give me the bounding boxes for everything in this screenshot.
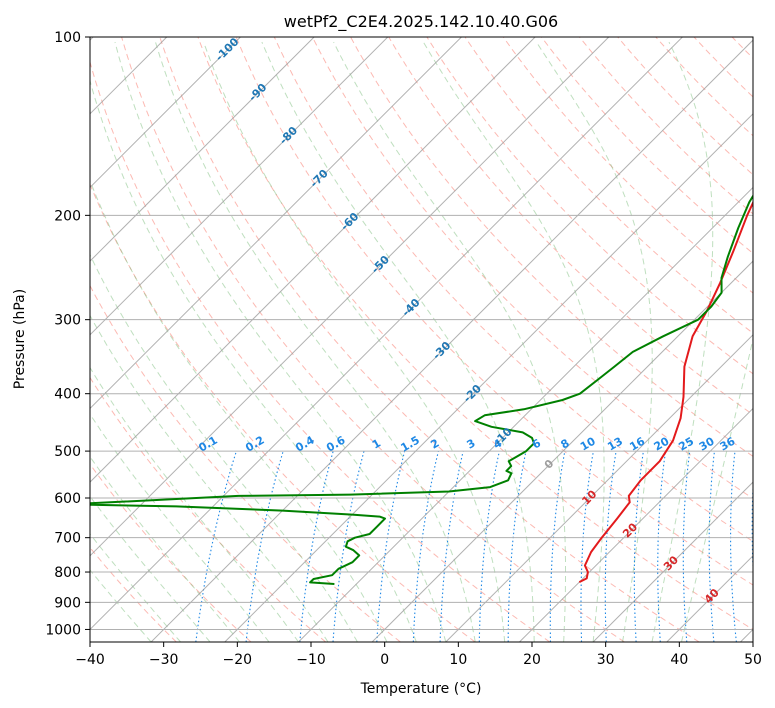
- moist-adiabat-line: [90, 569, 152, 642]
- chart-title: wetPf2_C2E4.2025.142.10.40.G06: [284, 12, 558, 32]
- mixing-ratio-line: [195, 450, 237, 642]
- y-tick-label: 100: [54, 30, 81, 46]
- moist-adiabat-line: [155, 41, 476, 642]
- y-tick-label: 300: [54, 313, 81, 329]
- dewpoint-line: [90, 194, 753, 585]
- profile-lines: [90, 194, 753, 585]
- dry-adiabat-line: [579, 37, 753, 215]
- moist-adiabat-line: [535, 41, 653, 642]
- moist-adiabat-line: [681, 336, 753, 642]
- x-tick-label: 20: [523, 652, 541, 668]
- background-lines: [90, 37, 753, 642]
- isotherm-line: [90, 37, 241, 189]
- isotherm-line: [90, 37, 536, 483]
- moist-adiabat-line: [90, 495, 211, 642]
- x-tick-label: 30: [597, 652, 615, 668]
- y-tick-label: 200: [54, 208, 81, 224]
- mixing-ratio-line: [299, 450, 334, 642]
- moist-adiabat-line: [90, 413, 270, 642]
- moist-adiabat-line: [651, 41, 714, 642]
- isotherm-line: [371, 260, 753, 642]
- mixing-ratio-line: [439, 450, 464, 642]
- isotherm-line: [224, 113, 753, 642]
- mixing-ratio-line: [332, 450, 365, 642]
- x-tick-label: −40: [75, 652, 105, 668]
- isotherm-line: [90, 37, 683, 631]
- mixing-ratio-line: [376, 450, 406, 642]
- moist-adiabat-line: [90, 179, 388, 642]
- dry-adiabat-line: [502, 37, 753, 294]
- dry-adiabat-line: [617, 37, 753, 176]
- x-tick-label: 40: [670, 652, 688, 668]
- x-tick-label: −20: [223, 652, 253, 668]
- mixing-ratio-line: [412, 450, 439, 642]
- moist-adiabat-line: [422, 41, 605, 642]
- dry-adiabat-line: [90, 60, 551, 642]
- x-tick-label: 0: [380, 652, 389, 668]
- temperature-line: [578, 200, 753, 583]
- moist-adiabat-line: [90, 253, 358, 642]
- y-tick-label: 600: [54, 491, 81, 507]
- isotherm-line: [90, 37, 610, 557]
- dry-adiabat-line: [235, 37, 753, 586]
- moist-adiabat-line: [333, 41, 566, 642]
- y-tick-label: 700: [54, 531, 81, 547]
- isotherm-line: [298, 186, 753, 642]
- isotherm-line: [519, 407, 753, 642]
- plot-frame: [89, 36, 754, 643]
- y-tick-label: 1000: [45, 622, 81, 638]
- isotherm-line: [90, 37, 315, 262]
- y-tick-label: 900: [54, 595, 81, 611]
- x-tick-label: −30: [149, 652, 179, 668]
- axes: −40 −30 −20 −10 0 10 20 30 40 50 100 200 300 400 500 60…: [45, 30, 762, 668]
- moist-adiabat-line: [90, 455, 240, 642]
- moist-adiabat-line: [90, 78, 417, 642]
- dry-adiabat-line: [90, 463, 252, 642]
- isotherm-line: [592, 481, 753, 642]
- y-tick-label: 500: [54, 444, 81, 460]
- moist-adiabat-line: [90, 314, 329, 642]
- moist-adiabat-line: [203, 41, 506, 642]
- dry-adiabat-line: [464, 37, 753, 334]
- dry-adiabat-line: [311, 37, 753, 500]
- isotherm-line: [90, 37, 462, 410]
- moist-adiabat-line: [261, 41, 535, 642]
- y-tick-label: 800: [54, 565, 81, 581]
- mixing-ratio-line: [245, 450, 284, 642]
- x-tick-label: 50: [744, 652, 762, 668]
- x-axis-title: Temperature (°C): [360, 681, 482, 697]
- isotherm-line: [150, 39, 753, 642]
- x-tick-label: −10: [296, 652, 326, 668]
- y-axis-title: Pressure (hPa): [12, 289, 28, 389]
- dry-adiabat-line: [159, 37, 700, 642]
- moist-adiabat-line: [90, 533, 181, 642]
- isotherm-line: [445, 334, 753, 642]
- y-tick-label: 400: [54, 387, 81, 403]
- isotherm-line: [90, 37, 389, 336]
- x-tick-label: 10: [449, 652, 467, 668]
- dry-adiabat-line: [388, 37, 753, 416]
- dry-adiabat-line: [197, 37, 753, 631]
- moist-adiabat-line: [114, 41, 447, 642]
- dry-adiabat-line: [90, 284, 401, 642]
